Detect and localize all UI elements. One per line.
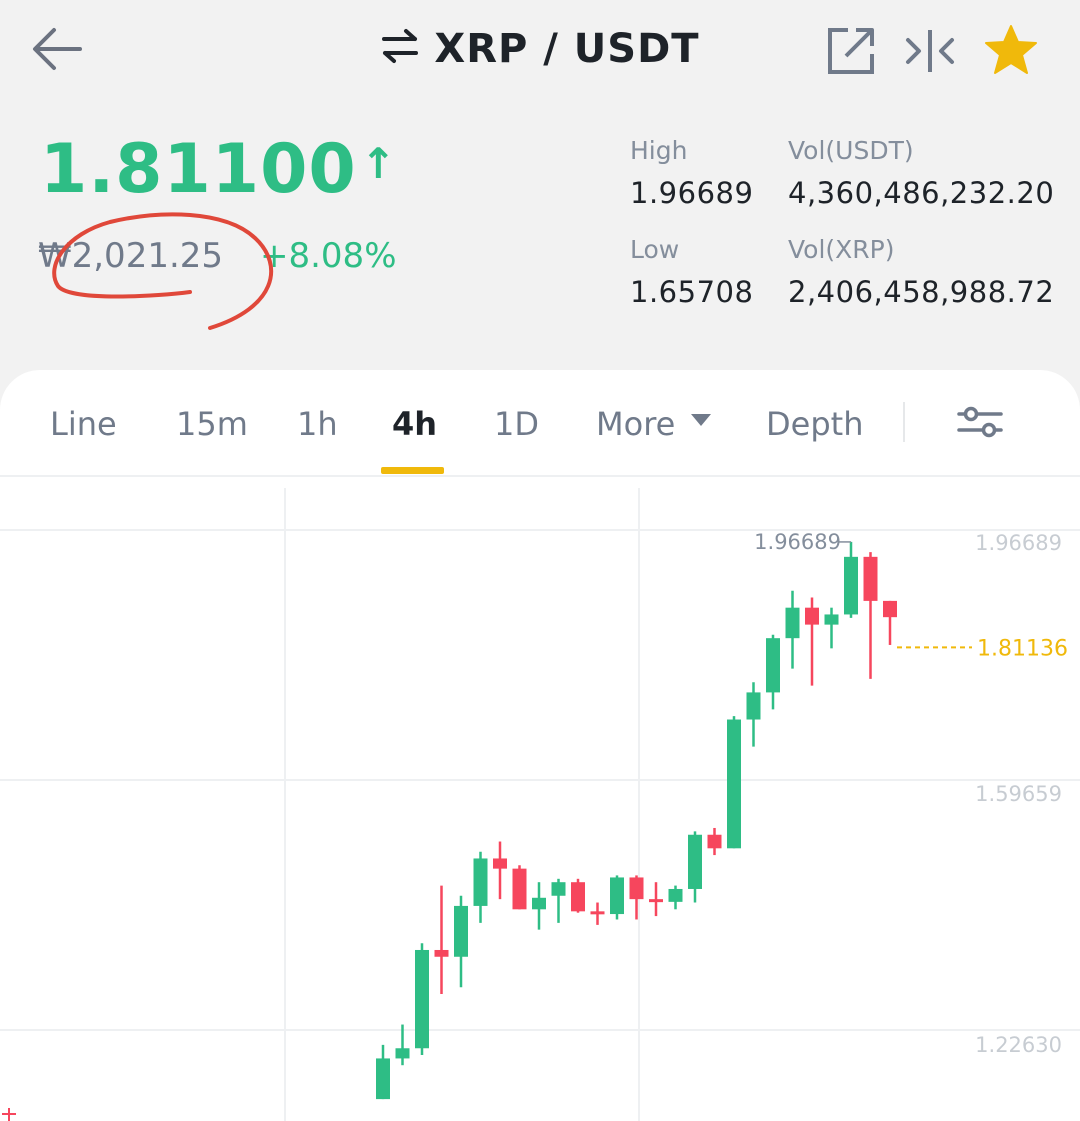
- tab-1d[interactable]: 1D: [494, 405, 539, 443]
- candle-body: [473, 858, 488, 906]
- pair-label: XRP / USDT: [434, 26, 700, 72]
- high-label: High: [630, 136, 688, 165]
- candle-body: [766, 638, 780, 693]
- candle-body: [454, 905, 468, 957]
- candle-body: [883, 600, 897, 618]
- arrow-left-icon[interactable]: [30, 24, 86, 74]
- candlestick-chart[interactable]: 1.96689 1.59659 1.22630 1.96689 1.81136: [0, 480, 1080, 1121]
- candle-body: [571, 882, 585, 912]
- candle-body: [493, 858, 507, 869]
- star-icon[interactable]: [984, 24, 1038, 76]
- y-tick-label: 1.96689: [975, 531, 1062, 555]
- change-percent: +8.08%: [260, 236, 397, 276]
- compare-icon[interactable]: [902, 26, 958, 76]
- external-link-icon[interactable]: [826, 26, 876, 76]
- tab-divider: [903, 402, 905, 442]
- candle-body: [805, 607, 819, 625]
- tab-1h[interactable]: 1h: [297, 405, 338, 443]
- low-label: Low: [630, 235, 680, 264]
- sliders-icon[interactable]: [956, 402, 1004, 442]
- candle-body: [551, 882, 566, 896]
- pair-title[interactable]: XRP / USDT: [0, 26, 1080, 72]
- last-price-value: 1.81100: [40, 130, 357, 209]
- vol-xrp-label: Vol(XRP): [788, 235, 895, 264]
- candle-body: [649, 899, 663, 903]
- active-tab-indicator: [381, 467, 444, 474]
- candle-body: [707, 834, 722, 849]
- candle-body: [844, 556, 858, 615]
- hand-drawn-circle-annotation: [52, 212, 274, 330]
- candle-body: [785, 607, 800, 639]
- tab-4h[interactable]: 4h: [392, 405, 438, 443]
- top-bar: XRP / USDT: [0, 0, 1080, 110]
- candle-body: [532, 897, 546, 910]
- swap-arrows-icon: [382, 29, 419, 63]
- chart-card: [0, 370, 1080, 1121]
- tab-15m[interactable]: 15m: [176, 405, 248, 443]
- vol-xrp-value: 2,406,458,988.72: [788, 275, 1055, 309]
- candle-body: [746, 692, 761, 720]
- candle-body: [415, 949, 429, 1049]
- candle-body: [610, 877, 624, 915]
- candle-body: [376, 1058, 390, 1100]
- last-price: 1.81100↑: [40, 130, 397, 209]
- tab-bar-border: [0, 475, 1080, 477]
- vol-usdt-value: 4,360,486,232.20: [788, 176, 1055, 210]
- price-up-arrow: ↑: [360, 139, 397, 188]
- y-tick-label: 1.22630: [975, 1033, 1062, 1057]
- vol-usdt-label: Vol(USDT): [788, 136, 914, 165]
- candle-body: [590, 911, 605, 915]
- max-price-label: 1.96689: [754, 530, 841, 554]
- candle-body: [395, 1048, 410, 1059]
- tab-more-label: More: [596, 405, 676, 443]
- candle-body: [629, 877, 644, 900]
- current-price-label: 1.81136: [977, 636, 1068, 661]
- y-tick-label: 1.59659: [975, 782, 1062, 806]
- high-value: 1.96689: [630, 176, 754, 210]
- tab-depth[interactable]: Depth: [766, 405, 864, 443]
- low-value: 1.65708: [630, 275, 754, 309]
- tab-line[interactable]: Line: [50, 405, 117, 443]
- candles-group: [376, 541, 897, 1100]
- tab-more[interactable]: More: [596, 405, 712, 443]
- candle-body: [863, 556, 878, 601]
- caret-down-icon: [690, 414, 711, 426]
- candle-body: [668, 888, 683, 902]
- candle-body: [824, 614, 839, 625]
- chart-gridlines: [0, 488, 1080, 1121]
- candle-body: [434, 949, 449, 957]
- candle-body: [727, 719, 741, 849]
- candle-body: [512, 868, 527, 910]
- candle-body: [688, 834, 702, 889]
